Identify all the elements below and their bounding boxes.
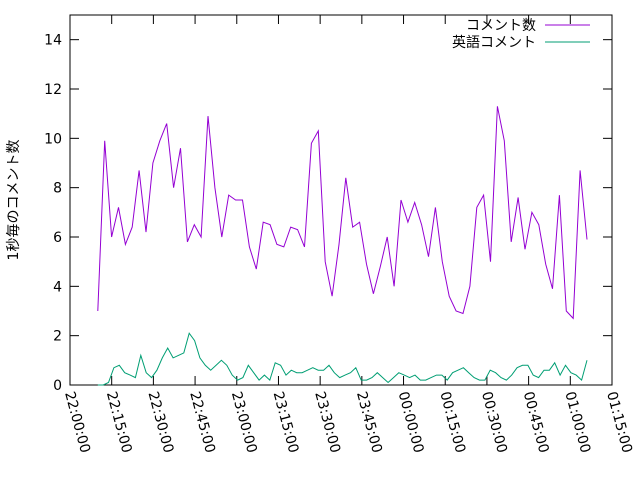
x-tick-label: 00:45:00 xyxy=(520,390,552,455)
axes xyxy=(69,14,613,386)
x-tick-label: 22:00:00 xyxy=(61,390,93,455)
plot-frame xyxy=(69,14,613,386)
y-tick-label: 6 xyxy=(53,230,62,246)
series-lines xyxy=(97,106,588,386)
y-axis-label: 1秒毎のコメント数 xyxy=(6,140,22,261)
x-tick-label: 22:30:00 xyxy=(145,390,177,455)
x-tick-label: 23:00:00 xyxy=(228,390,260,455)
x-tick-label: 23:15:00 xyxy=(270,390,302,455)
y-tick-label: 14 xyxy=(44,33,62,49)
y-tick-label: 4 xyxy=(53,279,62,295)
y-tick-label: 12 xyxy=(44,82,62,98)
legend-label-0: コメント数 xyxy=(466,18,536,34)
series-line-1 xyxy=(97,332,588,386)
y-tick-label: 10 xyxy=(44,131,62,147)
x-tick-label: 22:45:00 xyxy=(186,390,218,455)
x-tick-label: 00:00:00 xyxy=(395,390,427,455)
x-tick-label: 00:15:00 xyxy=(436,390,468,455)
x-tick-label: 01:15:00 xyxy=(603,390,635,455)
legend-label-1: 英語コメント xyxy=(452,34,536,51)
y-tick-label: 0 xyxy=(53,378,62,394)
x-tick-label: 00:30:00 xyxy=(478,390,510,455)
y-tick-label: 8 xyxy=(53,181,62,197)
x-tick-label: 23:30:00 xyxy=(311,390,343,455)
x-tick-label: 23:45:00 xyxy=(353,390,385,455)
x-tick-label: 22:15:00 xyxy=(103,390,135,455)
y-tick-label: 2 xyxy=(53,329,62,345)
x-tick-label: 01:00:00 xyxy=(561,390,593,455)
series-line-0 xyxy=(97,106,588,320)
